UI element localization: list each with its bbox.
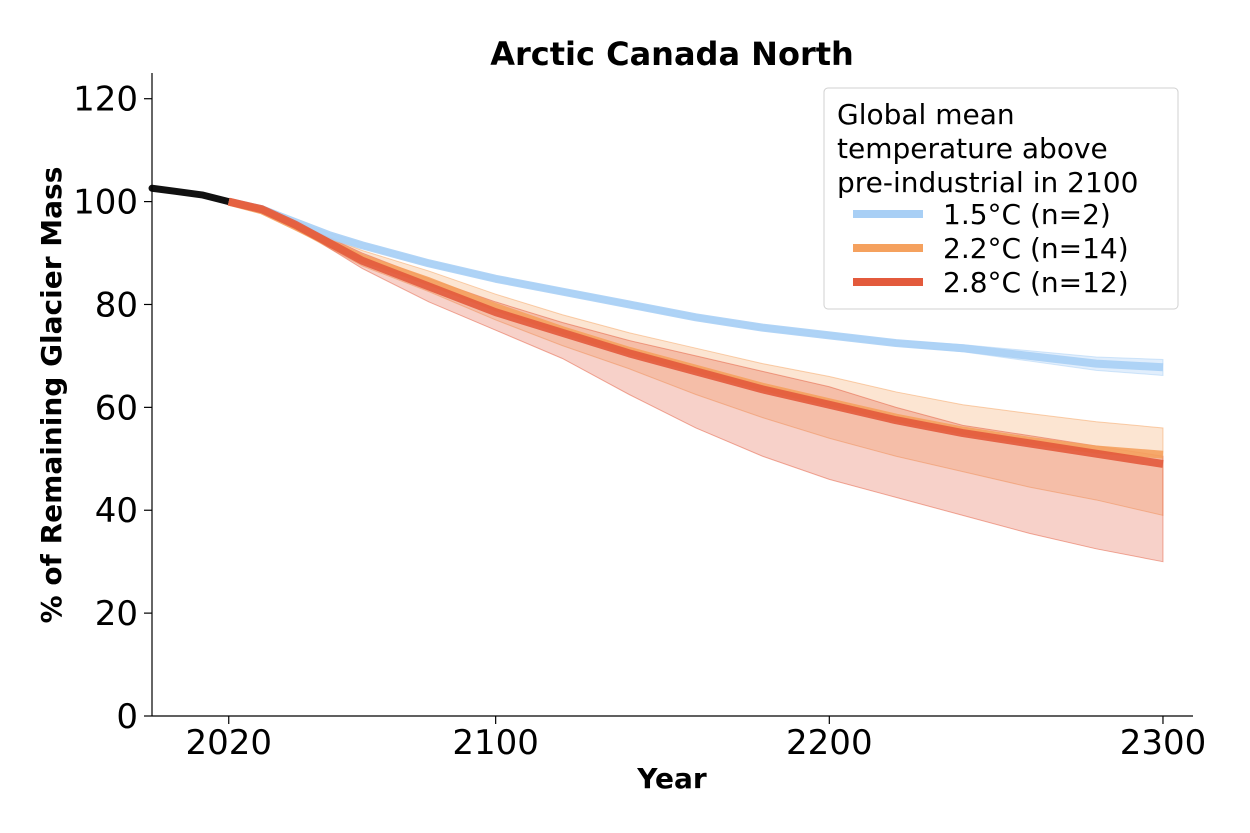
legend-frame [823,87,1179,310]
x-ticks: 2020 2100 2200 2300 [185,716,1206,763]
y-tick-label: 40 [95,491,138,531]
legend-label-2-2-c-n-14: 2.2°C (n=14) [943,232,1129,265]
line-historical [148,184,233,206]
legend-title-line: pre-industrial in 2100 [837,166,1138,199]
y-tick-label: 60 [95,388,138,428]
y-tick-label: 0 [116,697,138,737]
x-axis-label: Year [636,762,707,795]
chart-title: Arctic Canada North [490,35,854,73]
legend-title-line: temperature above [837,132,1108,165]
y-ticks: 0 20 40 60 80 100 120 [73,80,152,737]
y-axis-label: % of Remaining Glacier Mass [35,167,68,624]
legend: Global mean temperature above pre-industri… [823,87,1179,310]
y-tick-label: 80 [95,285,138,325]
x-tick-label: 2300 [1120,723,1207,763]
y-tick-label: 120 [73,80,138,120]
line-2-8-c-n-12 [227,197,1164,468]
x-tick-label: 2100 [452,723,539,763]
legend-label-1-5-c-n-2: 1.5°C (n=2) [943,198,1111,231]
x-tick-label: 2200 [786,723,873,763]
legend-label-2-8-c-n-12: 2.8°C (n=12) [943,266,1129,299]
line-1-5-c-n-2 [227,197,1164,372]
series-lines [148,184,1164,468]
x-tick-label: 2020 [185,723,272,763]
legend-title: Global mean temperature above pre-industri… [837,98,1138,199]
y-tick-label: 20 [95,594,138,634]
legend-title-line: Global mean [837,98,1015,131]
legend-items: 1.5°C (n=2)2.2°C (n=14)2.8°C (n=12) [853,198,1129,299]
y-tick-label: 100 [73,183,138,223]
